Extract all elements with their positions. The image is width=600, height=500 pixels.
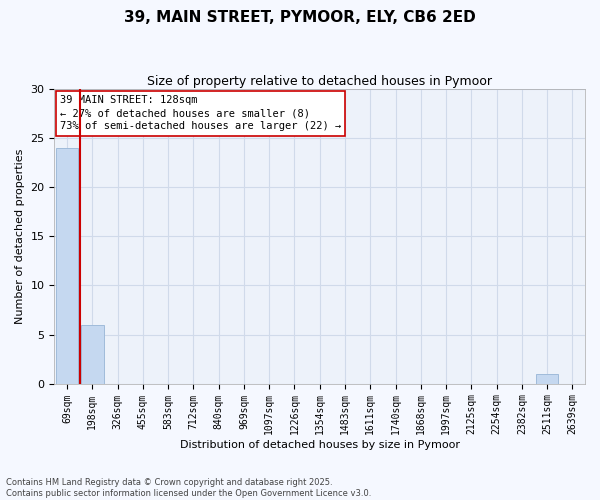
Bar (56, 148, 79, 384)
Text: Contains HM Land Registry data © Crown copyright and database right 2025.
Contai: Contains HM Land Registry data © Crown c… (6, 478, 371, 498)
Text: 39, MAIN STREET, PYMOOR, ELY, CB6 2ED: 39, MAIN STREET, PYMOOR, ELY, CB6 2ED (124, 10, 476, 25)
Text: 39 MAIN STREET: 128sqm
← 27% of detached houses are smaller (8)
73% of semi-deta: 39 MAIN STREET: 128sqm ← 27% of detached… (60, 95, 341, 132)
Title: Size of property relative to detached houses in Pymoor: Size of property relative to detached ho… (147, 75, 492, 88)
Bar (81, 324, 104, 384)
Y-axis label: Number of detached properties: Number of detached properties (15, 148, 25, 324)
Bar (536, 374, 559, 384)
X-axis label: Distribution of detached houses by size in Pymoor: Distribution of detached houses by size … (180, 440, 460, 450)
